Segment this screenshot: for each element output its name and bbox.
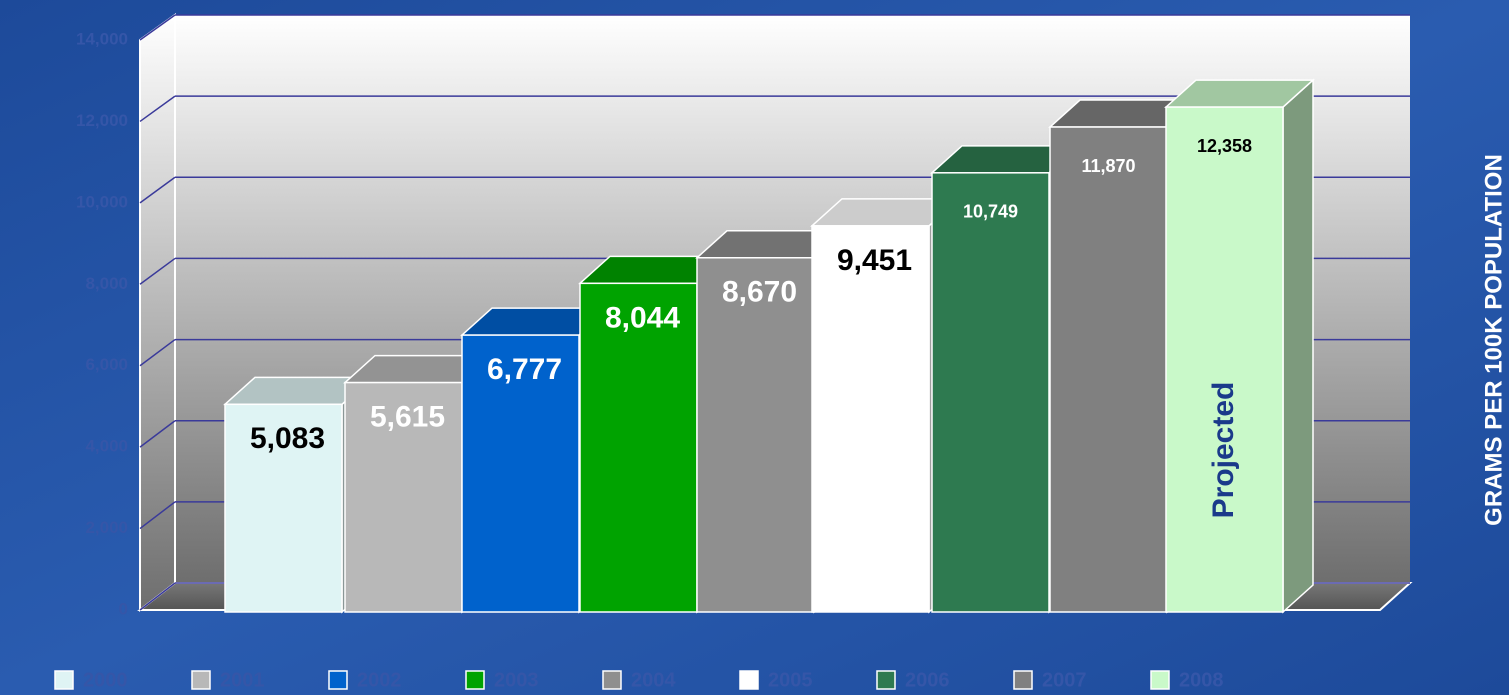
legend-swatch xyxy=(1013,670,1033,690)
y-tick-label: 14,000 xyxy=(76,29,128,48)
legend-label: 2004 xyxy=(631,669,676,691)
annotation: Projected xyxy=(1207,382,1240,519)
y-tick-label: 10,000 xyxy=(76,192,128,211)
y-tick-label: 2,000 xyxy=(85,518,128,537)
legend-swatch xyxy=(876,670,896,690)
legend-label: 2008 xyxy=(1179,669,1224,691)
value-label: 8,670 xyxy=(722,276,797,309)
legend-label: 2005 xyxy=(768,669,813,691)
legend-label: 2006 xyxy=(905,669,950,691)
legend-swatch xyxy=(1150,670,1170,690)
legend-label: 2000 xyxy=(83,669,128,691)
grid-line xyxy=(139,95,176,123)
y-tick-label: 0 xyxy=(119,599,128,618)
grid-line xyxy=(139,257,176,285)
grid-line xyxy=(139,338,176,367)
bar xyxy=(461,334,580,613)
value-label: 6,777 xyxy=(487,353,562,386)
bar-side xyxy=(1282,78,1314,614)
value-label: 9,451 xyxy=(837,244,912,277)
bar xyxy=(579,282,698,613)
legend-label: 2001 xyxy=(220,669,265,691)
value-label: 8,044 xyxy=(605,301,680,334)
grid-line xyxy=(139,582,176,611)
legend-swatch xyxy=(54,670,74,690)
y-tick-label: 6,000 xyxy=(85,355,128,374)
grid-line xyxy=(139,420,176,448)
bar xyxy=(931,172,1050,613)
side-wall xyxy=(139,13,176,613)
value-label: 5,615 xyxy=(370,401,445,434)
legend-label: 2007 xyxy=(1042,669,1087,691)
y-axis-label: GRAMS PER 100K POPULATION xyxy=(1480,154,1507,526)
legend-swatch xyxy=(191,670,211,690)
bar xyxy=(344,381,463,613)
value-label: 12,358 xyxy=(1197,136,1252,156)
grid-line xyxy=(139,501,176,530)
bar xyxy=(1165,106,1284,613)
bar xyxy=(696,257,815,613)
value-label: 11,870 xyxy=(1081,156,1135,176)
legend-swatch xyxy=(602,670,622,690)
grid-line xyxy=(139,176,176,204)
legend-swatch xyxy=(328,670,348,690)
y-tick-label: 8,000 xyxy=(85,274,128,293)
value-label: 10,749 xyxy=(963,202,1018,222)
y-tick-label: 4,000 xyxy=(85,437,128,456)
value-label: 5,083 xyxy=(250,422,325,455)
grid-line xyxy=(139,14,176,41)
bar xyxy=(811,225,930,613)
y-tick-label: 12,000 xyxy=(76,111,128,130)
legend-swatch xyxy=(739,670,759,690)
legend-label: 2002 xyxy=(357,669,402,691)
legend-label: 2003 xyxy=(494,669,539,691)
bar xyxy=(224,403,343,613)
bar xyxy=(1049,126,1168,613)
legend-swatch xyxy=(465,670,485,690)
